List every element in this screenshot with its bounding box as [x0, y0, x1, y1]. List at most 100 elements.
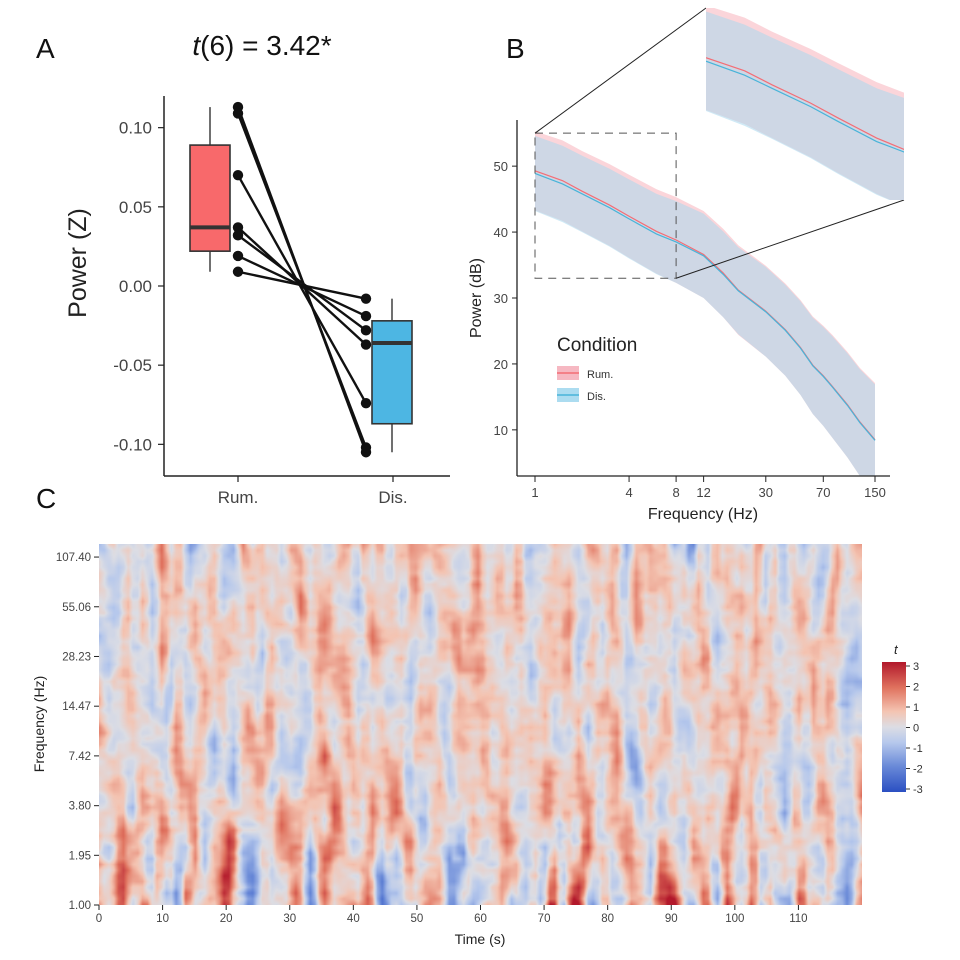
- panel-c-y-tick-label: 3.80: [69, 801, 91, 813]
- panel-label-b: B: [506, 33, 525, 64]
- panel-c-x-tick-label: 30: [283, 913, 296, 925]
- panel-b-x-tick-label: 4: [625, 485, 632, 500]
- zoom-connector: [675, 199, 905, 279]
- panel-c-x-tick-label: 40: [347, 913, 360, 925]
- panel-c-x-tick-label: 0: [96, 913, 102, 925]
- panel-c-x-tick-label: 110: [789, 913, 807, 925]
- panel-a-x-ticks: Rum. Dis.: [218, 476, 408, 507]
- panel-b-x-tick-label: 150: [864, 485, 886, 500]
- point-dis: [360, 339, 372, 350]
- panel-c-x-tick-label: 100: [725, 913, 744, 925]
- point-rum: [232, 250, 244, 262]
- point-dis: [360, 442, 372, 453]
- pair-line: [236, 112, 368, 448]
- panel-label-c: C: [36, 483, 56, 514]
- panel-a-x-tick-label: Dis.: [378, 488, 407, 507]
- box-rum: [189, 144, 231, 252]
- panel-a-y-label: Power (Z): [64, 208, 92, 318]
- colorbar-tick-label: 3: [913, 661, 919, 673]
- zoom-connector: [534, 7, 707, 134]
- point-dis: [360, 397, 372, 409]
- panel-b-y-tick-label: 50: [494, 159, 508, 174]
- panel-c-chart: Frequency (Hz) 1.00 1.95 3.80 7.42 14.47 28.2…: [31, 552, 923, 947]
- colorbar-tick-label: 0: [913, 723, 919, 735]
- psd-line-dis: [534, 172, 876, 441]
- panel-b-x-ticks: 1 4 8 12 30 70 150: [531, 476, 886, 500]
- colorbar-tick-label: 2: [913, 682, 919, 694]
- panel-b-y-tick-label: 10: [494, 423, 508, 438]
- point-dis: [360, 325, 372, 336]
- panel-a-boxes: [189, 107, 413, 453]
- panel-a-y-tick-label: 0.05: [119, 198, 152, 217]
- panel-b-x-tick-label: 8: [672, 485, 679, 500]
- panel-c-x-tick-label: 20: [220, 913, 233, 925]
- colorbar-tick-label: -1: [913, 743, 923, 755]
- panel-b-x-label: Frequency (Hz): [648, 506, 758, 523]
- colorbar-tick-label: -2: [913, 764, 923, 776]
- panel-a-y-ticks: -0.10 -0.05 0.00 0.05 0.10: [113, 119, 164, 454]
- point-dis: [360, 293, 372, 304]
- legend: Condition Rum. Dis.: [557, 335, 637, 403]
- colorbar-tick-label: -3: [913, 784, 923, 796]
- panel-c-y-ticks: 1.00 1.95 3.80 7.42 14.47 28.23 55.06 107.40: [56, 552, 99, 912]
- panel-a-y-tick-label: 0.00: [119, 277, 152, 296]
- panel-c-x-label: Time (s): [455, 931, 506, 947]
- colorbar: [882, 662, 906, 792]
- title-stat-value: (6) = 3.42*: [200, 30, 332, 61]
- legend-title: Condition: [557, 335, 637, 356]
- panel-b-chart: 10 20 30 40 50 1 4 8 12 30 70 150 Frequency (Hz) P…: [468, 7, 905, 523]
- panel-a-x-tick-label: Rum.: [218, 488, 259, 507]
- panel-a-y-tick-label: 0.10: [119, 119, 152, 138]
- panel-c-x-tick-label: 10: [156, 913, 169, 925]
- inset-line-rum: [706, 57, 904, 151]
- inset-band-dis: [706, 11, 904, 200]
- panel-c-x-tick-label: 80: [601, 913, 614, 925]
- panel-a-pairs: [232, 101, 372, 458]
- box-dis: [371, 320, 413, 425]
- point-rum: [232, 230, 244, 241]
- point-rum: [232, 266, 244, 277]
- panel-c-y-tick-label: 107.40: [56, 552, 91, 564]
- point-rum: [232, 108, 244, 119]
- legend-label-dis: Dis.: [587, 391, 606, 403]
- panel-b-y-label: Power (dB): [468, 258, 485, 338]
- panel-b-y-ticks: 10 20 30 40 50: [494, 159, 517, 438]
- panel-c-y-tick-label: 55.06: [62, 602, 91, 614]
- panel-a-y-tick-label: -0.05: [113, 356, 152, 375]
- panel-c-y-tick-label: 14.47: [62, 701, 91, 713]
- panel-b-plot-area: [534, 131, 876, 476]
- psd-band-dis: [535, 135, 875, 476]
- zoom-region: [534, 7, 905, 279]
- panel-b-x-tick-label: 70: [816, 485, 830, 500]
- point-dis: [360, 310, 372, 322]
- panel-c-y-tick-label: 7.42: [69, 751, 91, 763]
- point-rum: [232, 222, 244, 233]
- pair-line: [236, 174, 368, 404]
- panel-a-y-tick-label: -0.10: [113, 435, 152, 454]
- panel-b-x-tick-label: 1: [531, 485, 538, 500]
- panel-c-x-tick-label: 70: [538, 913, 551, 925]
- panel-b-x-tick-label: 30: [759, 485, 773, 500]
- panel-b-y-tick-label: 40: [494, 225, 508, 240]
- colorbar-tick-label: 1: [913, 702, 919, 714]
- pair-line: [237, 234, 367, 332]
- point-rum: [232, 169, 244, 181]
- panel-c-x-tick-label: 50: [411, 913, 424, 925]
- panel-b-y-tick-label: 20: [494, 357, 508, 372]
- panel-b-x-tick-label: 12: [696, 485, 710, 500]
- panel-b-y-tick-label: 30: [494, 291, 508, 306]
- panel-c-y-tick-label: 1.00: [69, 900, 91, 912]
- panel-a-chart: t(6) = 3.42* Power (Z) -0.10 -0.05 0.00 0.0…: [64, 30, 450, 507]
- zoom-box: [534, 132, 677, 279]
- tf-heatmap: [99, 544, 862, 905]
- panel-c-x-tick-label: 90: [665, 913, 678, 925]
- colorbar-title: t: [894, 642, 899, 657]
- panel-label-a: A: [36, 33, 55, 64]
- panel-c-y-tick-label: 1.95: [69, 850, 91, 862]
- heatmap-area: [99, 544, 862, 905]
- title-stat-symbol: t: [192, 30, 201, 61]
- panel-c-x-ticks: 0 10 20 30 40 50 60 70 80 90 100 110: [96, 905, 808, 925]
- legend-label-rum: Rum.: [587, 369, 613, 381]
- inset-line-dis: [706, 60, 904, 153]
